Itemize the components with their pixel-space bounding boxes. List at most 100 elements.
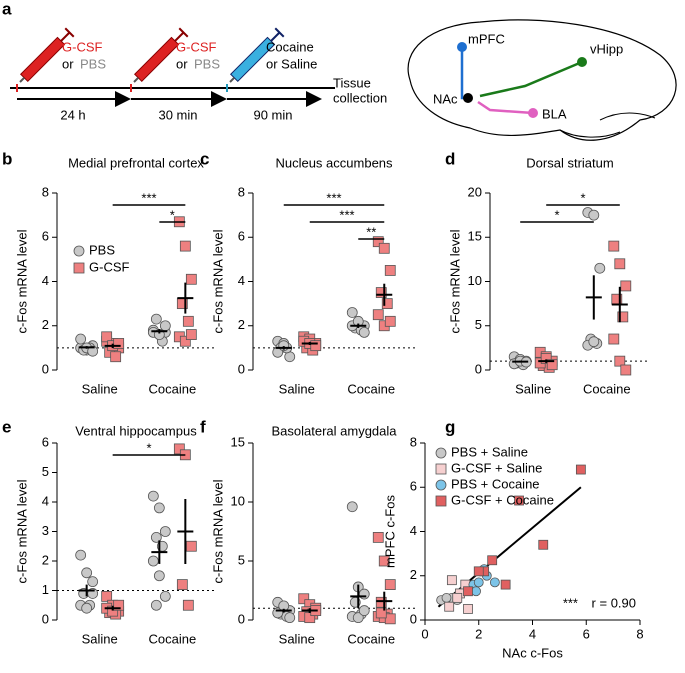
legend-label: G-CSF — [89, 259, 130, 274]
point — [75, 549, 87, 561]
legend-label: G-CSF + Saline — [451, 460, 542, 475]
point — [101, 591, 113, 602]
panel-b: b Medial prefrontal cortex 0 2 4 6 8 c-Fos mRNA… — [2, 149, 215, 396]
point — [346, 307, 358, 318]
y-tick-label: 10 — [468, 273, 482, 288]
y-tick-label: 8 — [238, 184, 245, 199]
point — [384, 579, 396, 590]
x-tick-label: 0 — [421, 626, 428, 641]
legend-label: PBS + Saline — [451, 444, 528, 459]
point — [588, 209, 600, 221]
point — [87, 345, 99, 357]
legend-label: G-CSF + Cocaine — [451, 492, 554, 507]
syringe — [19, 27, 75, 83]
panel-label: d — [445, 149, 455, 168]
region: mPFC — [468, 31, 505, 46]
syringe — [133, 27, 189, 83]
pathway — [460, 47, 470, 100]
point — [110, 351, 122, 363]
point — [540, 353, 552, 364]
node — [457, 42, 467, 52]
point — [381, 298, 393, 310]
y-tick-label: 2 — [42, 552, 49, 567]
point — [179, 335, 191, 347]
point — [284, 612, 296, 624]
panel-f: f Basolateral amygdala 0 5 10 15 c-Fos mRNA le… — [200, 417, 415, 646]
y-tick-label: 4 — [42, 273, 49, 288]
point — [446, 575, 457, 586]
region: vHipp — [590, 41, 623, 56]
panel-e: e Ventral hippocampus 0 1 2 3 4 5 6 c-Fos mRNA le… — [2, 417, 215, 646]
end-label: Tissue — [333, 75, 371, 90]
point — [375, 287, 387, 298]
point — [463, 586, 473, 597]
alt: PBS — [80, 56, 106, 71]
node — [463, 93, 473, 103]
point — [463, 604, 473, 614]
y-tick-label: 4 — [410, 523, 417, 538]
x-tick-label: Saline — [279, 631, 315, 646]
or: or — [62, 56, 74, 71]
syringe — [229, 27, 285, 83]
y-tick-label: 15 — [468, 229, 482, 244]
alt: PBS — [194, 56, 220, 71]
point — [150, 313, 162, 325]
chart-title: Medial prefrontal cortex — [68, 155, 204, 170]
y-tick-label: 6 — [410, 479, 417, 494]
point — [614, 258, 626, 270]
point — [620, 364, 632, 376]
panel-d: d Dorsal striatum 0 5 10 15 20 c-Fos mRNA level… — [445, 149, 650, 396]
x-tick-label: 4 — [529, 626, 536, 641]
x-tick-label: 8 — [636, 626, 643, 641]
point — [147, 490, 159, 502]
y-tick-label: 5 — [42, 464, 49, 479]
legend-label: PBS + Cocaine — [451, 476, 540, 491]
point — [435, 447, 447, 459]
brain-detail — [559, 112, 656, 138]
point — [185, 329, 197, 341]
point — [575, 464, 586, 475]
point — [372, 236, 384, 248]
legend-label: PBS — [89, 242, 115, 257]
point — [358, 605, 370, 616]
x-tick-label: Cocaine — [583, 381, 631, 396]
panel-label: e — [2, 417, 11, 436]
point — [614, 355, 626, 367]
point — [514, 495, 524, 506]
panel-a: a 24 h 30 min 90 min Tissue collection G… — [2, 0, 677, 141]
end-label: collection — [333, 90, 387, 105]
y-tick-label: 8 — [42, 184, 49, 199]
point — [113, 599, 125, 611]
point — [435, 495, 447, 507]
point — [372, 532, 384, 543]
chart-title: Nucleus accumbens — [275, 155, 393, 170]
point — [384, 265, 396, 276]
y-axis-label: c-Fos mRNA level — [14, 229, 29, 333]
chart-title: Dorsal striatum — [526, 155, 613, 170]
y-tick-label: 6 — [238, 229, 245, 244]
point — [378, 555, 390, 567]
y-tick-label: 15 — [231, 434, 245, 449]
point — [358, 326, 370, 338]
y-tick-label: 5 — [475, 317, 482, 332]
panel-label: g — [445, 417, 455, 436]
x-tick-label: Cocaine — [347, 631, 395, 646]
point — [352, 612, 364, 624]
or: or — [176, 56, 188, 71]
region: BLA — [542, 106, 567, 121]
point — [173, 443, 185, 455]
panel-label: b — [2, 149, 12, 168]
y-axis-label: c-Fos mRNA level — [210, 229, 225, 333]
chart-title: Ventral hippocampus — [75, 423, 197, 438]
y-tick-label: 8 — [410, 434, 417, 449]
y-axis-label: c-Fos mRNA level — [14, 479, 29, 583]
r-label: r = 0.90 — [592, 595, 636, 610]
point — [310, 340, 322, 352]
y-tick-label: 4 — [238, 273, 245, 288]
pathway — [479, 60, 583, 98]
point — [473, 566, 484, 577]
panel-g: g 0 2 4 6 8 mPFC c-Fos 0 2 4 6 8 NAc c-Fos PBS + Sali… — [382, 417, 643, 660]
point — [378, 242, 390, 254]
point — [113, 338, 125, 349]
point — [471, 586, 481, 597]
